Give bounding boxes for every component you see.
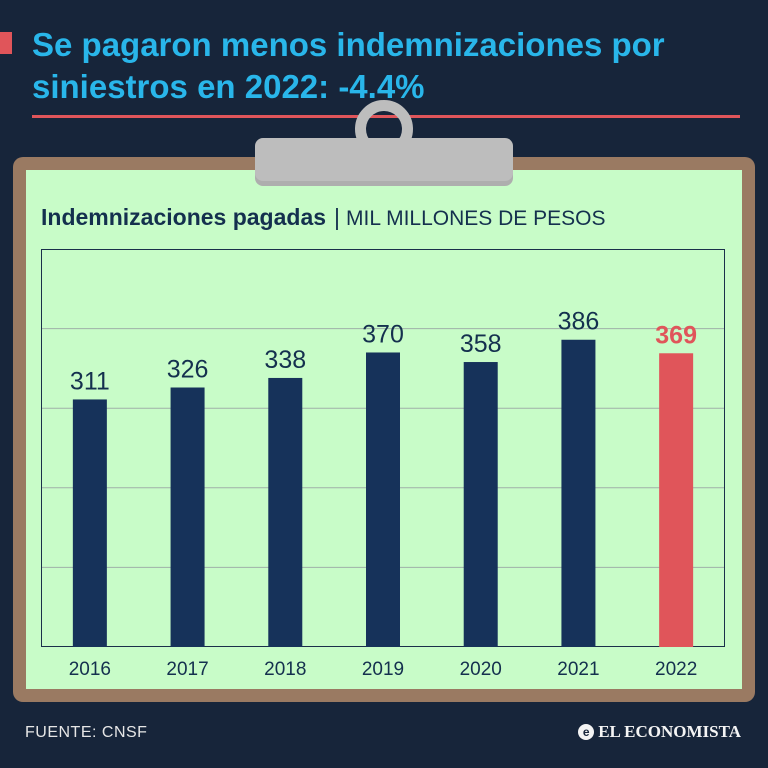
source-note: FUENTE: CNSF xyxy=(25,724,148,741)
value-label-2022: 369 xyxy=(655,321,697,349)
value-label-2018: 338 xyxy=(264,346,306,374)
value-label-2017: 326 xyxy=(167,356,209,384)
x-tick-label-2020: 2020 xyxy=(460,659,502,680)
bar-2022 xyxy=(659,353,694,647)
chart-title-text: Indemnizaciones pagadas xyxy=(41,204,327,230)
brand-mark-icon: e xyxy=(578,724,595,740)
brand-name: EL ECONOMISTA xyxy=(598,722,741,741)
x-tick-label-2021: 2021 xyxy=(557,659,599,680)
value-label-2016: 311 xyxy=(70,367,110,395)
value-label-2020: 358 xyxy=(460,330,502,358)
x-tick-label-2018: 2018 xyxy=(264,659,306,680)
bar-2020 xyxy=(463,362,498,647)
bar-2019 xyxy=(366,352,400,647)
bar-2018 xyxy=(268,377,303,647)
x-tick-label-2017: 2017 xyxy=(166,659,208,680)
x-tick-label-2016: 2016 xyxy=(69,659,111,680)
bar-2016 xyxy=(72,399,107,647)
value-label-2021: 386 xyxy=(558,308,600,336)
bar-2021 xyxy=(561,339,596,647)
chart-title: Indemnizaciones pagadas | MIL MILLONES DE … xyxy=(41,202,605,234)
headline: Se pagaron menos indemnizaciones por sin… xyxy=(32,26,665,105)
clipboard-clip xyxy=(255,138,513,186)
brand-logo: e EL ECONOMISTA xyxy=(578,722,741,742)
bar-2017 xyxy=(170,387,205,647)
x-tick-label-2019: 2019 xyxy=(362,659,404,680)
headline-accent-bar xyxy=(0,32,12,54)
chart-title-separator: | xyxy=(334,204,341,230)
x-tick-label-2022: 2022 xyxy=(655,659,697,680)
value-label-2019: 370 xyxy=(362,320,404,348)
chart-unit-label: MIL MILLONES DE PESOS xyxy=(346,207,606,230)
